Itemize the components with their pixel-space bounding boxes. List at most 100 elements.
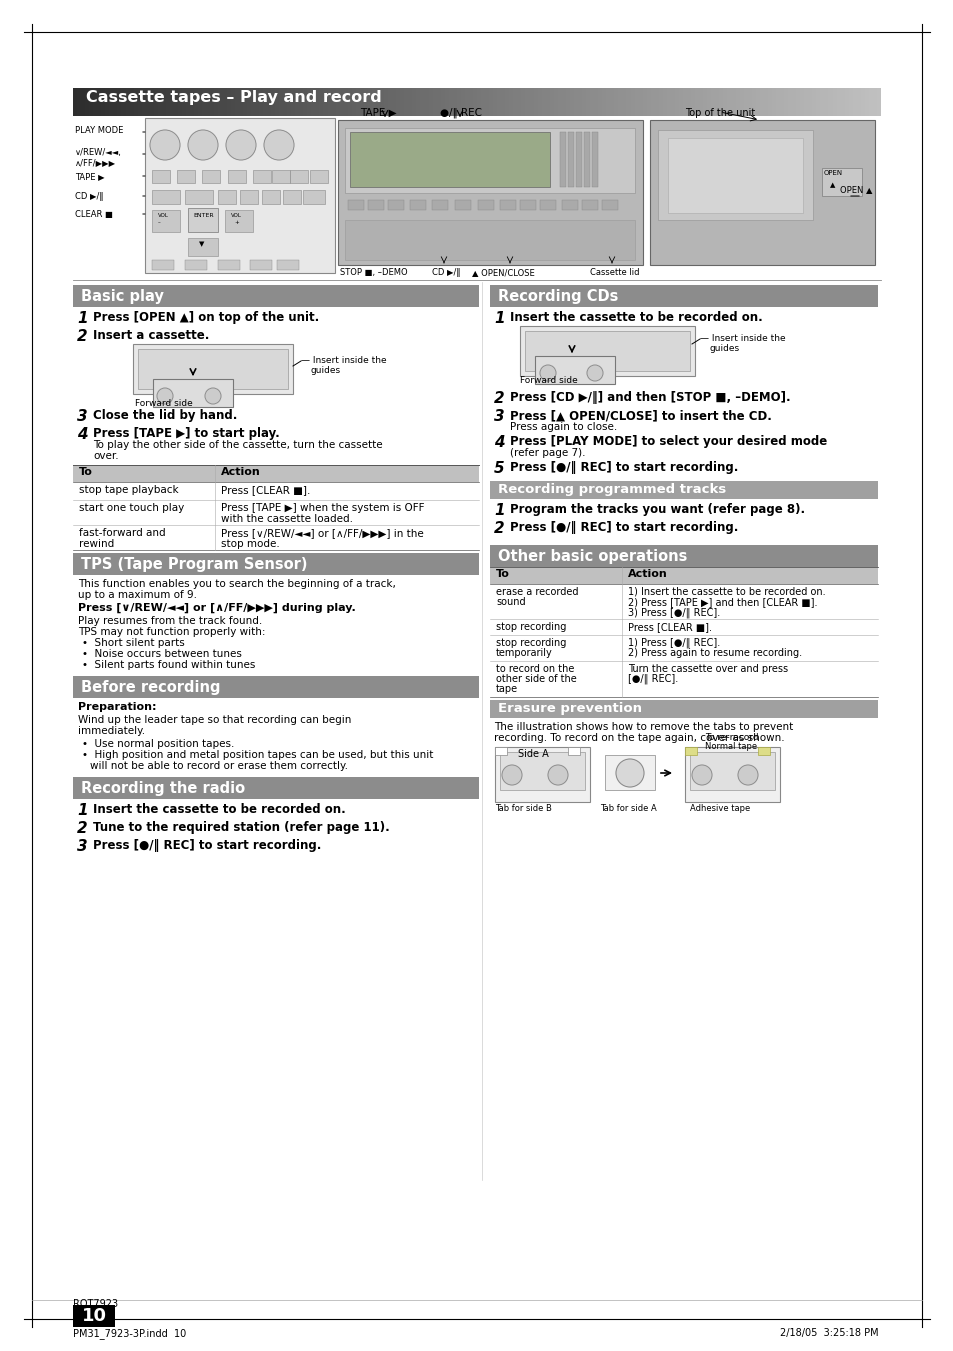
Bar xyxy=(610,88,615,116)
Circle shape xyxy=(226,130,255,159)
Text: PM31_7923-3P.indd  10: PM31_7923-3P.indd 10 xyxy=(73,1328,186,1339)
Text: To: To xyxy=(496,569,509,580)
Bar xyxy=(157,88,162,116)
Bar xyxy=(820,88,824,116)
Text: 2) Press again to resume recording.: 2) Press again to resume recording. xyxy=(627,648,801,658)
Text: stop mode.: stop mode. xyxy=(221,539,279,549)
Bar xyxy=(73,88,77,116)
Bar xyxy=(368,88,372,116)
Text: 1: 1 xyxy=(494,311,504,326)
Text: fast-forward and: fast-forward and xyxy=(79,528,166,538)
Text: 10: 10 xyxy=(81,1306,107,1325)
Bar xyxy=(89,88,93,116)
Text: 3: 3 xyxy=(494,409,504,424)
Text: CD ▶/‖: CD ▶/‖ xyxy=(432,267,460,277)
Bar xyxy=(153,88,158,116)
Bar xyxy=(662,88,667,116)
Bar xyxy=(614,88,618,116)
Text: guides: guides xyxy=(311,366,341,376)
Bar xyxy=(410,200,426,209)
Bar xyxy=(337,120,642,265)
Bar xyxy=(453,88,456,116)
Bar xyxy=(152,380,233,407)
Bar xyxy=(567,747,579,755)
Bar xyxy=(121,88,126,116)
Bar xyxy=(132,345,293,394)
Bar xyxy=(283,88,287,116)
Bar xyxy=(113,88,118,116)
Bar xyxy=(722,88,727,116)
Circle shape xyxy=(205,388,221,404)
Bar xyxy=(166,88,171,116)
Bar xyxy=(567,132,574,186)
Bar xyxy=(267,88,272,116)
Bar xyxy=(574,88,578,116)
Bar xyxy=(464,88,469,116)
Bar xyxy=(432,200,448,209)
Text: Top of the unit: Top of the unit xyxy=(684,108,755,118)
Bar xyxy=(621,88,626,116)
Bar xyxy=(490,481,877,499)
Text: •  Short silent parts: • Short silent parts xyxy=(82,638,185,648)
Text: 4: 4 xyxy=(494,435,504,450)
Bar xyxy=(263,88,267,116)
Text: Forward side: Forward side xyxy=(519,376,578,385)
Bar xyxy=(537,88,541,116)
Bar xyxy=(646,88,651,116)
Circle shape xyxy=(738,765,758,785)
Bar xyxy=(392,88,396,116)
Text: +: + xyxy=(233,220,238,226)
Bar xyxy=(561,88,566,116)
Bar xyxy=(827,88,832,116)
Bar xyxy=(490,544,877,567)
Text: 1: 1 xyxy=(77,311,88,326)
Bar xyxy=(670,88,675,116)
Text: ▼: ▼ xyxy=(199,240,204,247)
Text: Basic play: Basic play xyxy=(81,289,164,304)
Bar xyxy=(283,190,301,204)
Circle shape xyxy=(539,365,556,381)
Bar xyxy=(499,200,516,209)
Bar xyxy=(404,88,409,116)
Text: sound: sound xyxy=(496,597,525,607)
Bar xyxy=(250,259,272,270)
Text: TPS may not function properly with:: TPS may not function properly with: xyxy=(78,627,265,638)
Text: VOL: VOL xyxy=(231,213,242,218)
Bar xyxy=(679,88,682,116)
Bar xyxy=(202,170,220,182)
Bar xyxy=(634,88,639,116)
Bar xyxy=(868,88,873,116)
Bar xyxy=(872,88,877,116)
Bar xyxy=(432,88,436,116)
Text: stop recording: stop recording xyxy=(496,621,566,632)
Bar xyxy=(735,88,740,116)
Bar xyxy=(138,349,288,389)
Bar xyxy=(524,331,689,372)
Bar xyxy=(598,88,602,116)
Bar xyxy=(517,88,521,116)
Text: other side of the: other side of the xyxy=(496,674,577,684)
Bar xyxy=(803,88,808,116)
Bar xyxy=(682,88,687,116)
Bar xyxy=(856,88,861,116)
Text: Recording programmed tracks: Recording programmed tracks xyxy=(497,484,725,496)
Text: 2) Press [TAPE ▶] and then [CLEAR ■].: 2) Press [TAPE ▶] and then [CLEAR ■]. xyxy=(627,597,817,607)
Text: Press [▲ OPEN/CLOSE] to insert the CD.: Press [▲ OPEN/CLOSE] to insert the CD. xyxy=(510,409,771,422)
Bar xyxy=(667,138,802,213)
Circle shape xyxy=(157,388,172,404)
Text: guides: guides xyxy=(709,345,740,353)
Bar xyxy=(355,88,360,116)
Text: — Insert inside the: — Insert inside the xyxy=(301,357,386,365)
Bar xyxy=(323,88,328,116)
Bar xyxy=(271,88,275,116)
Bar xyxy=(311,88,315,116)
Text: 5: 5 xyxy=(494,461,504,476)
Bar xyxy=(739,88,743,116)
Bar xyxy=(626,88,630,116)
Bar xyxy=(327,88,332,116)
Bar xyxy=(352,88,355,116)
Bar xyxy=(601,200,618,209)
Bar xyxy=(581,200,598,209)
Bar xyxy=(395,88,400,116)
Bar xyxy=(541,88,546,116)
